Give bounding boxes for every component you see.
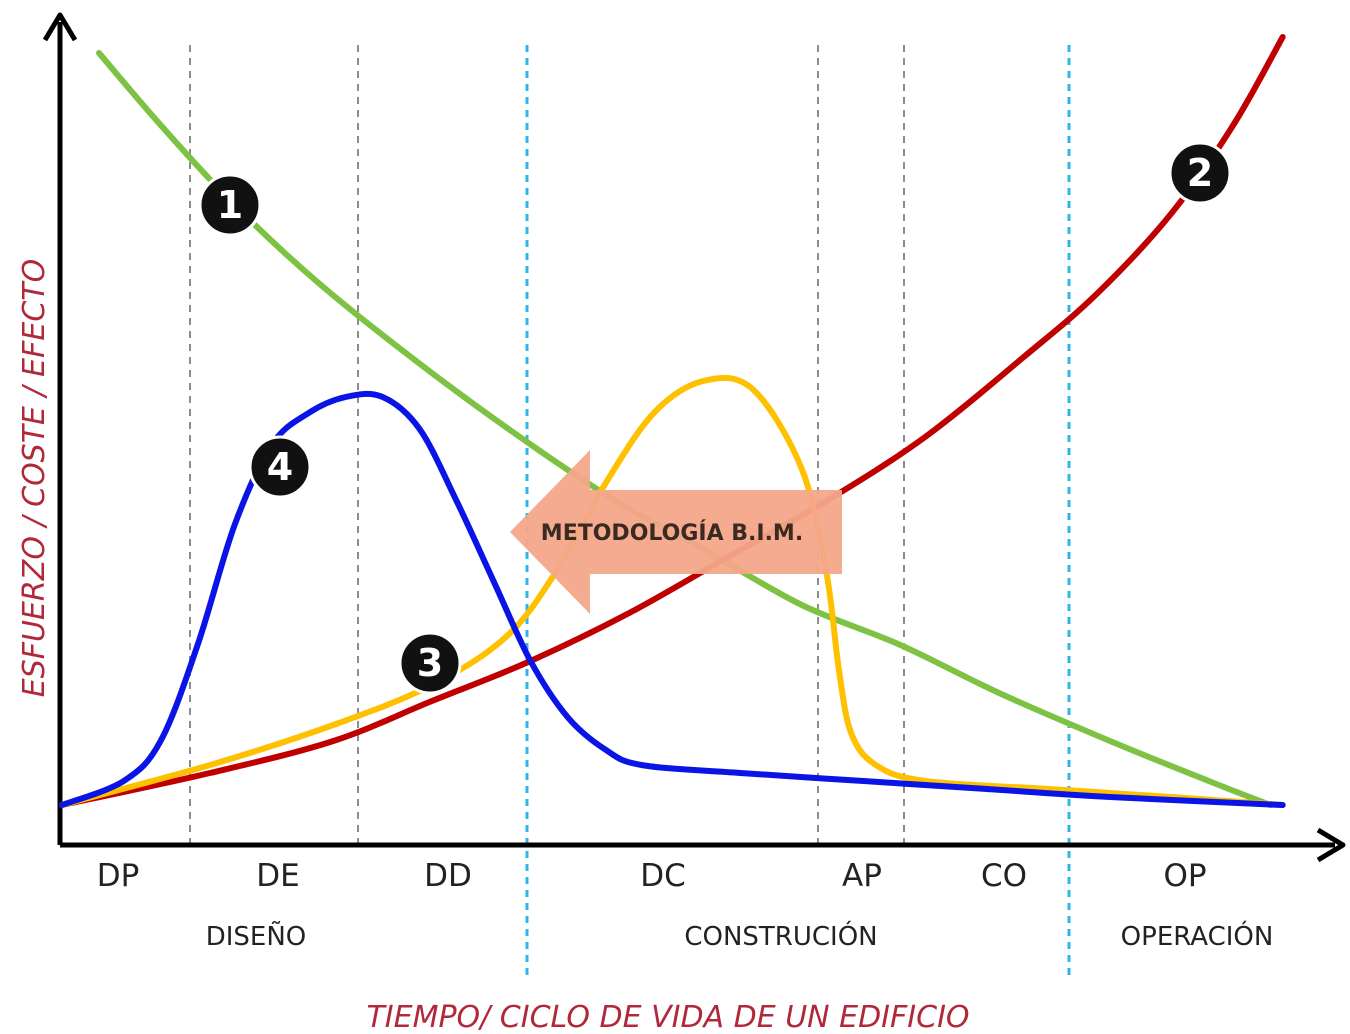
x-axis-arrowhead: [1316, 827, 1346, 863]
phase-label-dc: DC: [640, 858, 686, 894]
phase-label-ap: AP: [842, 858, 882, 894]
marker-label: 3: [417, 641, 443, 685]
bim-arrow: METODOLOGÍA B.I.M.: [510, 450, 842, 614]
phase-labels: DP DE DD DC AP CO OP: [97, 858, 1207, 894]
curves: [59, 34, 1286, 808]
stage-label-2: CONSTRUCIÓN: [684, 920, 877, 952]
stage-labels: DISEÑO CONSTRUCIÓN OPERACIÓN: [206, 920, 1274, 952]
bim-arrow-shape: [510, 450, 842, 614]
phase-label-dd: DD: [424, 858, 472, 894]
marker-label: 4: [267, 445, 293, 489]
marker-label: 2: [1187, 151, 1213, 195]
series-markers: 1 2 3 4: [198, 141, 1232, 695]
series-marker-1: 1: [198, 173, 262, 237]
bim-arrow-label: METODOLOGÍA B.I.M.: [541, 520, 803, 546]
red-curve-line: [59, 34, 1286, 808]
phase-label-de: DE: [256, 858, 299, 894]
marker-circle: [398, 631, 462, 695]
marker-circle: [1168, 141, 1232, 205]
y-axis-title: ESFUERZO / COSTE / EFECTO: [17, 259, 52, 697]
axes: [42, 12, 1346, 863]
phase-label-op: OP: [1163, 858, 1206, 894]
stage-label-3: OPERACIÓN: [1121, 920, 1274, 952]
marker-circle: [198, 173, 262, 237]
series-marker-4: 4: [248, 435, 312, 499]
marker-circle: [248, 435, 312, 499]
blue-curve-line: [59, 390, 1286, 808]
phase-label-dp: DP: [97, 858, 140, 894]
phase-label-co: CO: [981, 858, 1027, 894]
x-axis-title: TIEMPO/ CICLO DE VIDA DE UN EDIFICIO: [366, 1000, 969, 1034]
green-curve-line: [96, 50, 1274, 808]
series-marker-3: 3: [398, 631, 462, 695]
yellow-curve-line: [59, 374, 1286, 808]
stage-label-1: DISEÑO: [206, 920, 307, 952]
series-marker-2: 2: [1168, 141, 1232, 205]
y-axis-arrowhead: [42, 12, 78, 42]
marker-label: 1: [217, 183, 243, 227]
phase-dividers: [189, 45, 1071, 975]
